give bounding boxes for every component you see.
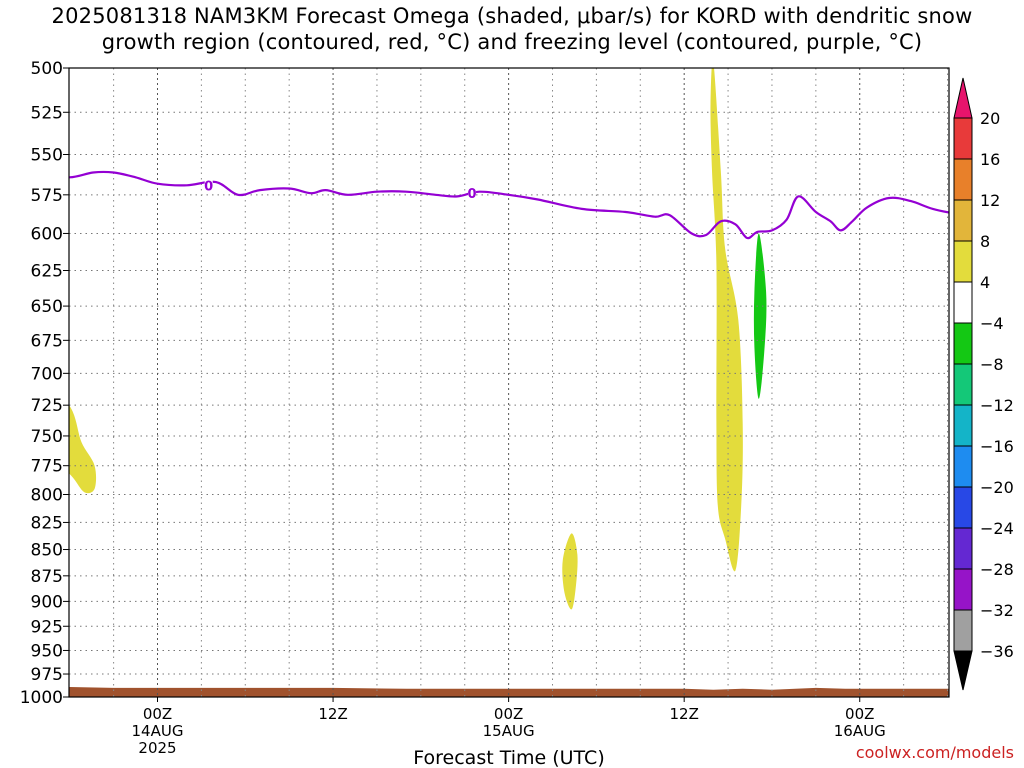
colorbar-tick-label: 8 (980, 232, 990, 251)
y-tick-label: 850 (31, 541, 63, 561)
y-tick-label: 525 (31, 103, 63, 123)
x-axis-label: Forecast Time (UTC) (413, 747, 604, 768)
credit-text: coolwx.com/models (856, 743, 1014, 762)
y-tick-label: 950 (31, 641, 63, 661)
y-tick-label: 550 (31, 145, 63, 165)
colorbar-tick-label: −32 (980, 601, 1014, 620)
y-tick-label: 675 (31, 331, 63, 351)
colorbar-tick-label: 16 (980, 150, 1000, 169)
omega-region (710, 68, 743, 572)
y-tick-label: 625 (31, 261, 63, 281)
colorbar-bin (953, 568, 973, 611)
omega-region (69, 405, 97, 494)
colorbar-tick-label: −28 (980, 560, 1014, 579)
colorbar-bottom-arrow (953, 650, 973, 691)
freezing-level-line (69, 170, 949, 240)
x-tick-sublabel: 2025 (138, 739, 176, 757)
y-tick-label: 900 (31, 592, 63, 612)
y-tick-label: 975 (31, 665, 63, 685)
colorbar-tick-label: −12 (980, 396, 1014, 415)
colorbar-tick-label: −8 (980, 355, 1004, 374)
colorbar-bin (953, 445, 973, 488)
y-tick-label: 925 (31, 617, 63, 637)
omega-region (562, 533, 578, 610)
colorbar-bin (953, 240, 973, 283)
colorbar-bin (953, 527, 973, 570)
colorbar-bin (953, 363, 973, 406)
surface-terrain (69, 687, 949, 697)
y-tick-label: 650 (31, 297, 63, 317)
freezing-level-label-bg (468, 186, 477, 200)
y-tick-label: 700 (31, 364, 63, 384)
chart-title-line-1: 2025081318 NAM3KM Forecast Omega (shaded… (51, 4, 973, 28)
x-tick-sublabel: 16AUG (834, 722, 886, 740)
colorbar-bin (953, 199, 973, 242)
freezing-level-label-bg (204, 178, 213, 192)
y-tick-label: 875 (31, 567, 63, 587)
y-tick-label: 725 (31, 396, 63, 416)
x-tick-label: 00Z (494, 705, 523, 723)
colorbar-tick-label: 12 (980, 191, 1000, 210)
freezing-level-label: 0 (204, 179, 213, 194)
colorbar-bin (953, 609, 973, 652)
x-tick-label: 12Z (318, 705, 347, 723)
colorbar-tick-label: −4 (980, 314, 1004, 333)
colorbar-tick-label: −24 (980, 519, 1014, 538)
y-tick-label: 500 (31, 59, 63, 79)
colorbar-bin (953, 404, 973, 447)
y-tick-label: 750 (31, 427, 63, 447)
x-tick-sublabel: 15AUG (483, 722, 535, 740)
y-tick-label: 575 (31, 186, 63, 206)
x-tick-label: 00Z (143, 705, 172, 723)
y-tick-label: 775 (31, 457, 63, 477)
colorbar-bin (953, 322, 973, 365)
colorbar-bin (953, 281, 973, 324)
y-tick-label: 1000 (20, 688, 63, 708)
colorbar-tick-label: 20 (980, 109, 1000, 128)
colorbar-bin (953, 117, 973, 160)
colorbar-bin (953, 486, 973, 529)
colorbar-tick-label: −20 (980, 478, 1014, 497)
y-tick-label: 600 (31, 224, 63, 244)
chart-title-line-2: growth region (contoured, red, °C) and f… (101, 30, 923, 54)
colorbar-tick-label: 4 (980, 273, 990, 292)
colorbar-tick-label: −16 (980, 437, 1014, 456)
y-tick-label: 800 (31, 486, 63, 506)
freezing-level-label: 0 (468, 187, 477, 202)
x-tick-label: 12Z (669, 705, 698, 723)
colorbar-tick-label: −36 (980, 642, 1014, 661)
x-tick-sublabel: 14AUG (132, 722, 184, 740)
x-tick-label: 00Z (845, 705, 874, 723)
omega-region (753, 233, 767, 399)
y-tick-label: 825 (31, 513, 63, 533)
colorbar-bin (953, 158, 973, 201)
colorbar-top-arrow (953, 77, 973, 119)
